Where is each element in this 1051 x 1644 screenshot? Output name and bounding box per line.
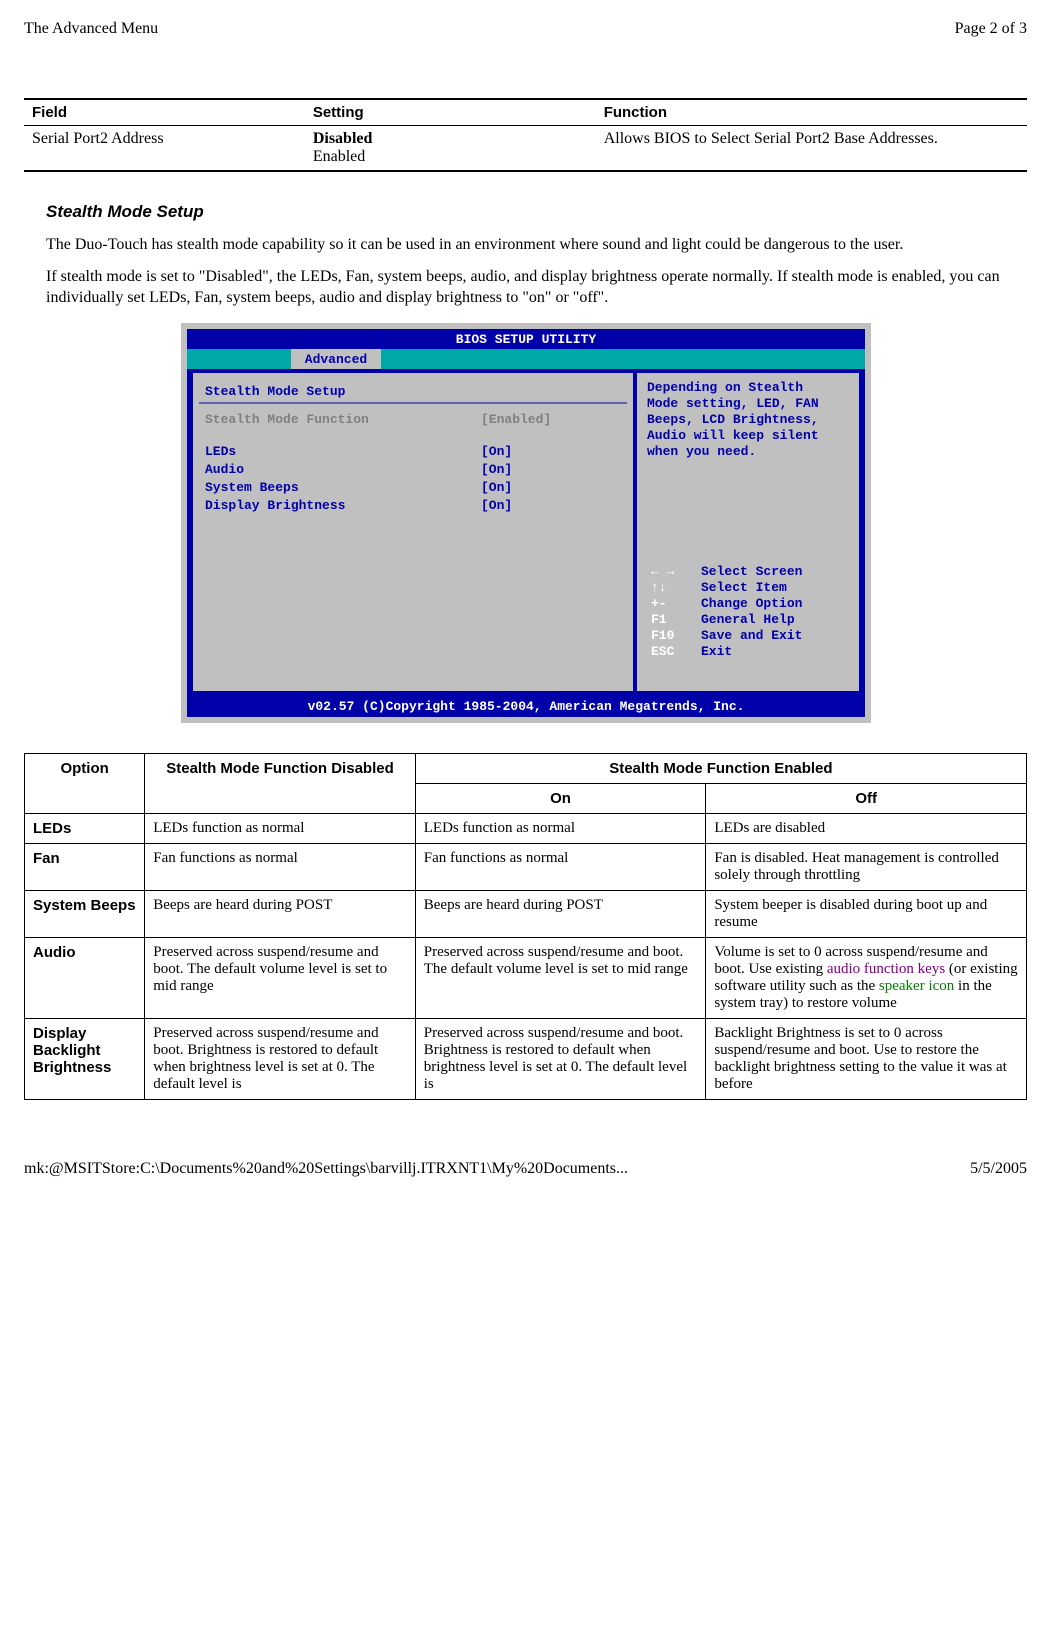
row1-off: Fan is disabled. Heat management is cont… xyxy=(706,843,1027,890)
th2-on: On xyxy=(415,783,706,813)
row4-off: Backlight Brightness is set to 0 across … xyxy=(706,1018,1027,1099)
table-row: Display Backlight Brightness Preserved a… xyxy=(25,1018,1027,1099)
row3-off: Volume is set to 0 across suspend/resume… xyxy=(706,937,1027,1018)
bios-item3-label: Display Brightness xyxy=(205,498,346,513)
row2-off: System beeper is disabled during boot up… xyxy=(706,890,1027,937)
bios-item1-val: [On] xyxy=(481,462,512,477)
section-p2: If stealth mode is set to "Disabled", th… xyxy=(46,266,1027,309)
th-field: Field xyxy=(24,99,305,126)
row1-on: Fan functions as normal xyxy=(415,843,706,890)
table-row: Audio Preserved across suspend/resume an… xyxy=(25,937,1027,1018)
bios-help4: when you need. xyxy=(647,444,756,459)
row1-option: Fan xyxy=(25,843,145,890)
th2-disabled: Stealth Mode Function Disabled xyxy=(145,753,416,813)
section-p1: The Duo-Touch has stealth mode capabilit… xyxy=(46,234,1027,256)
bios-nav1l: Select Item xyxy=(701,580,787,595)
bios-title: BIOS SETUP UTILITY xyxy=(455,332,596,347)
footer-path: mk:@MSITStore:C:\Documents%20and%20Setti… xyxy=(24,1160,628,1178)
setting-enabled: Enabled xyxy=(313,148,365,165)
bios-help3: Audio will keep silent xyxy=(647,428,819,443)
bios-item2-val: [On] xyxy=(481,480,512,495)
bios-copyright: v02.57 (C)Copyright 1985-2004, American … xyxy=(307,699,744,714)
header-title: The Advanced Menu xyxy=(24,20,158,38)
bios-item0-label: LEDs xyxy=(205,444,236,459)
row4-dis: Preserved across suspend/resume and boot… xyxy=(145,1018,416,1099)
row2-on: Beeps are heard during POST xyxy=(415,890,706,937)
bios-nav1k: ↑↓ xyxy=(651,580,667,595)
page-footer: mk:@MSITStore:C:\Documents%20and%20Setti… xyxy=(24,1160,1027,1178)
bios-item2-label: System Beeps xyxy=(205,480,299,495)
serial-port-table: Field Setting Function Serial Port2 Addr… xyxy=(24,98,1027,172)
page-header: The Advanced Menu Page 2 of 3 xyxy=(24,20,1027,38)
bios-func-label: Stealth Mode Function xyxy=(205,412,369,427)
row4-on: Preserved across suspend/resume and boot… xyxy=(415,1018,706,1099)
th2-option: Option xyxy=(25,753,145,813)
row0-off: LEDs are disabled xyxy=(706,813,1027,843)
bios-nav3k: F1 xyxy=(651,612,667,627)
audio-function-keys-link[interactable]: audio function keys xyxy=(827,961,945,977)
row0-dis: LEDs function as normal xyxy=(145,813,416,843)
th2-off: Off xyxy=(706,783,1027,813)
row0-on: LEDs function as normal xyxy=(415,813,706,843)
bios-item0-val: [On] xyxy=(481,444,512,459)
row3-on: Preserved across suspend/resume and boot… xyxy=(415,937,706,1018)
bios-nav5l: Exit xyxy=(701,644,732,659)
bios-nav4k: F10 xyxy=(651,628,675,643)
section-title: Stealth Mode Setup xyxy=(46,202,1027,222)
row2-option: System Beeps xyxy=(25,890,145,937)
th-setting: Setting xyxy=(305,99,596,126)
row0-option: LEDs xyxy=(25,813,145,843)
bios-nav2l: Change Option xyxy=(701,596,803,611)
bios-nav0l: Select Screen xyxy=(701,564,803,579)
td-setting: Disabled Enabled xyxy=(305,126,596,172)
row2-dis: Beeps are heard during POST xyxy=(145,890,416,937)
table-row: System Beeps Beeps are heard during POST… xyxy=(25,890,1027,937)
row4-option: Display Backlight Brightness xyxy=(25,1018,145,1099)
bios-nav4l: Save and Exit xyxy=(701,628,802,643)
footer-date: 5/5/2005 xyxy=(970,1160,1027,1178)
setting-disabled: Disabled xyxy=(313,130,373,147)
bios-item1-label: Audio xyxy=(205,462,244,477)
table-row: Fan Fan functions as normal Fan function… xyxy=(25,843,1027,890)
bios-help2: Beeps, LCD Brightness, xyxy=(647,412,819,427)
row1-dis: Fan functions as normal xyxy=(145,843,416,890)
header-page: Page 2 of 3 xyxy=(955,20,1027,38)
bios-func-value: [Enabled] xyxy=(481,412,551,427)
bios-item3-val: [On] xyxy=(481,498,512,513)
bios-help0: Depending on Stealth xyxy=(647,380,803,395)
bios-nav0k: ← → xyxy=(651,564,675,579)
stealth-section: Stealth Mode Setup The Duo-Touch has ste… xyxy=(46,202,1027,309)
bios-nav3l: General Help xyxy=(701,612,795,627)
th-function: Function xyxy=(596,99,1027,126)
bios-screenshot: BIOS SETUP UTILITY Advanced Stealth Mode… xyxy=(181,323,871,723)
bios-nav2k: +- xyxy=(651,596,667,611)
th2-enabled: Stealth Mode Function Enabled xyxy=(415,753,1026,783)
td-function: Allows BIOS to Select Serial Port2 Base … xyxy=(596,126,1027,172)
td-field: Serial Port2 Address xyxy=(24,126,305,172)
bios-help1: Mode setting, LED, FAN xyxy=(647,396,819,411)
bios-nav5k: ESC xyxy=(651,644,675,659)
row3-dis: Preserved across suspend/resume and boot… xyxy=(145,937,416,1018)
speaker-icon-link[interactable]: speaker icon xyxy=(879,978,954,994)
bios-tab: Advanced xyxy=(304,352,366,367)
stealth-mode-table: Option Stealth Mode Function Disabled St… xyxy=(24,753,1027,1100)
bios-panel-title: Stealth Mode Setup xyxy=(205,384,346,399)
table-row: LEDs LEDs function as normal LEDs functi… xyxy=(25,813,1027,843)
row3-option: Audio xyxy=(25,937,145,1018)
